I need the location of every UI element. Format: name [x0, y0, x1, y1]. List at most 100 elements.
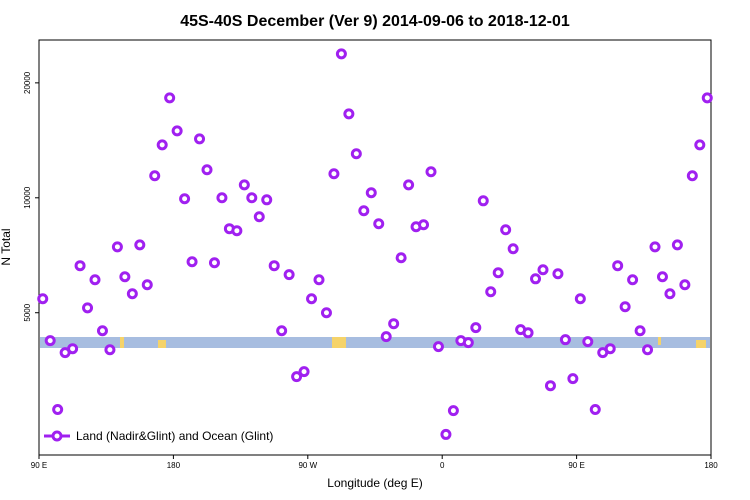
- data-point: [492, 267, 504, 279]
- data-point: [544, 380, 556, 392]
- data-point: [134, 239, 146, 251]
- data-point: [507, 243, 519, 255]
- data-point: [164, 92, 176, 104]
- data-point: [276, 325, 288, 337]
- data-point: [701, 92, 713, 104]
- data-point: [306, 293, 318, 305]
- data-point: [261, 194, 273, 206]
- data-point: [604, 343, 616, 355]
- x-tick-label: 90 W: [298, 461, 317, 470]
- data-point: [96, 325, 108, 337]
- y-tick-label: 5000: [23, 303, 32, 321]
- ocean-strip: [40, 337, 710, 348]
- y-axis-label: N Total: [0, 228, 13, 265]
- data-point: [231, 225, 243, 237]
- data-point: [208, 257, 220, 269]
- data-point: [552, 268, 564, 280]
- data-point: [104, 344, 116, 356]
- land-strip: [658, 337, 661, 345]
- legend-marker: [51, 430, 63, 442]
- data-point: [388, 318, 400, 330]
- data-point: [44, 335, 56, 347]
- data-point: [567, 373, 579, 385]
- data-point: [664, 288, 676, 300]
- data-point: [186, 256, 198, 268]
- data-point: [111, 241, 123, 253]
- x-tick-label: 90 E: [568, 461, 584, 470]
- data-point: [403, 179, 415, 191]
- data-point: [642, 344, 654, 356]
- data-point: [537, 264, 549, 276]
- data-point: [477, 195, 489, 207]
- data-point: [612, 260, 624, 272]
- data-point: [82, 302, 94, 314]
- data-point: [522, 327, 534, 339]
- data-point: [649, 241, 661, 253]
- data-point: [156, 139, 168, 151]
- x-tick-label: 180: [704, 461, 718, 470]
- data-point: [574, 293, 586, 305]
- data-point: [619, 301, 631, 313]
- data-point: [440, 428, 452, 440]
- data-point: [201, 164, 213, 176]
- data-point: [679, 279, 691, 291]
- data-point: [343, 108, 355, 120]
- plot-frame: [38, 39, 712, 456]
- data-point: [582, 336, 594, 348]
- data-point: [500, 224, 512, 236]
- data-point: [380, 331, 392, 343]
- data-point: [671, 239, 683, 251]
- data-point: [238, 179, 250, 191]
- data-point: [462, 337, 474, 349]
- x-tick-label: 0: [440, 461, 445, 470]
- data-point: [216, 192, 228, 204]
- data-point: [425, 166, 437, 178]
- data-point: [74, 260, 86, 272]
- data-point: [320, 307, 332, 319]
- land-strip: [696, 340, 706, 348]
- data-point: [335, 48, 347, 60]
- x-tick-label: 90 E: [31, 461, 47, 470]
- data-point: [328, 168, 340, 180]
- data-point: [298, 366, 310, 378]
- chart-title: 45S-40S December (Ver 9) 2014-09-06 to 2…: [180, 13, 570, 30]
- legend-label: Land (Nadir&Glint) and Ocean (Glint): [76, 429, 273, 443]
- data-point: [559, 334, 571, 346]
- data-point: [656, 271, 668, 283]
- data-point: [418, 219, 430, 231]
- data-point: [253, 211, 265, 223]
- data-point: [179, 193, 191, 205]
- data-point: [589, 403, 601, 415]
- y-tick-label: 10000: [23, 186, 32, 209]
- data-point: [119, 271, 131, 283]
- data-point: [447, 405, 459, 417]
- data-point: [171, 125, 183, 137]
- data-point: [291, 371, 303, 383]
- data-point: [373, 218, 385, 230]
- data-point: [470, 322, 482, 334]
- data-point: [485, 286, 497, 298]
- data-point: [530, 273, 542, 285]
- data-point: [686, 170, 698, 182]
- legend: Land (Nadir&Glint) and Ocean (Glint): [44, 429, 273, 443]
- land-strip: [120, 337, 124, 348]
- data-point: [89, 274, 101, 286]
- data-point: [634, 325, 646, 337]
- data-point: [194, 133, 206, 145]
- data-point: [246, 192, 258, 204]
- data-point: [149, 170, 161, 182]
- x-axis-label: Longitude (deg E): [327, 476, 422, 490]
- data-point: [694, 139, 706, 151]
- surface-strip: [40, 337, 710, 348]
- data-point: [52, 403, 64, 415]
- x-tick-label: 180: [167, 461, 181, 470]
- data-point: [37, 293, 49, 305]
- data-point: [432, 341, 444, 353]
- data-point: [350, 148, 362, 160]
- data-point: [358, 205, 370, 217]
- data-point: [141, 279, 153, 291]
- data-point: [313, 274, 325, 286]
- land-strip: [332, 337, 346, 348]
